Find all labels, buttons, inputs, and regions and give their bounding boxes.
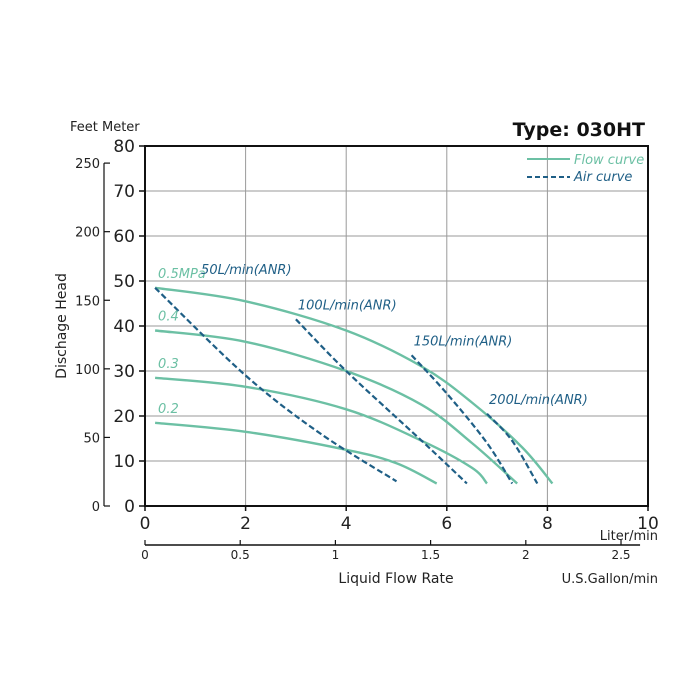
y-axis-label: Dischage Head [54, 273, 70, 379]
x-tick-label: 10 [637, 514, 659, 534]
y-tick-label-feet: 150 [75, 294, 100, 309]
flow-curve-label: 0.2 [158, 402, 179, 417]
y-tick-label-feet: 250 [75, 157, 100, 172]
air-curve-label: 150L/min(ANR) [414, 334, 513, 349]
x-tick-label: 2 [240, 514, 251, 534]
x2-tick-label: 0.5 [231, 548, 250, 562]
y-tick-label-meter: 0 [124, 497, 135, 517]
flow-curve [154, 329, 518, 485]
x2-tick-label: 2 [522, 548, 530, 562]
y-tick-label-meter: 30 [113, 362, 135, 382]
y-ticks-feet: 0 50 100 150 200 250 [75, 157, 110, 515]
x2-tick-label: 2.5 [611, 548, 630, 562]
x-ticks: 0 2 4 6 8 10 [140, 506, 659, 534]
curve-labels: 0.5MPa 0.4 0.3 0.2 50L/min(ANR) 100L/min(ANR)… [158, 263, 588, 417]
flow-curve [154, 376, 488, 485]
x-tick-label: 8 [542, 514, 553, 534]
y-units-label: Feet Meter [70, 120, 140, 135]
x2-tick-label: 0 [141, 548, 149, 562]
y-tick-label-meter: 60 [113, 227, 135, 247]
air-curve-label: 200L/min(ANR) [489, 393, 588, 408]
x-primary-unit: Liter/min [600, 529, 658, 544]
y-ticks-meter: 0 10 20 30 40 50 60 70 80 [113, 137, 145, 517]
flow-curve-label: 0.5MPa [158, 267, 206, 282]
legend-air-label: Air curve [573, 170, 632, 185]
grid [145, 146, 648, 506]
y-tick-label-meter: 40 [113, 317, 135, 337]
air-curve-label: 100L/min(ANR) [298, 298, 397, 313]
x-tick-label: 0 [140, 514, 151, 534]
flow-curve [154, 286, 554, 485]
legend: Flow curve Air curve [527, 153, 644, 185]
x-tick-label: 6 [441, 514, 452, 534]
x-tick-label: 4 [341, 514, 352, 534]
flow-curve-label: 0.4 [158, 310, 179, 325]
y-tick-label-feet: 200 [75, 226, 100, 241]
y-tick-label-feet: 100 [75, 363, 100, 378]
x2-tick-label: 1 [332, 548, 340, 562]
y-tick-label-meter: 10 [113, 452, 135, 472]
x2-tick-label: 1.5 [421, 548, 440, 562]
x-axis-label: Liquid Flow Rate [338, 571, 453, 587]
y-tick-label-meter: 50 [113, 272, 135, 292]
air-curve [410, 354, 514, 485]
x2-ticks: 0 0.5 1 1.5 2 2.5 [141, 540, 631, 562]
flow-curves [154, 286, 554, 485]
x-secondary-unit: U.S.Gallon/min [562, 572, 658, 587]
y-tick-label-meter: 70 [113, 182, 135, 202]
y-tick-label-meter: 20 [113, 407, 135, 427]
y-tick-label-feet: 0 [92, 500, 100, 515]
air-curve [486, 413, 539, 485]
air-curves [154, 287, 539, 485]
air-curve-label: 50L/min(ANR) [201, 263, 291, 278]
flow-curve [154, 421, 438, 485]
air-curve [295, 318, 468, 485]
y-tick-label-meter: 80 [113, 137, 135, 157]
chart-title: Type: 030HT [513, 119, 645, 141]
legend-flow-label: Flow curve [574, 153, 644, 168]
air-curve [154, 287, 398, 483]
y-tick-label-feet: 50 [83, 431, 100, 446]
flow-curve-label: 0.3 [158, 357, 179, 372]
